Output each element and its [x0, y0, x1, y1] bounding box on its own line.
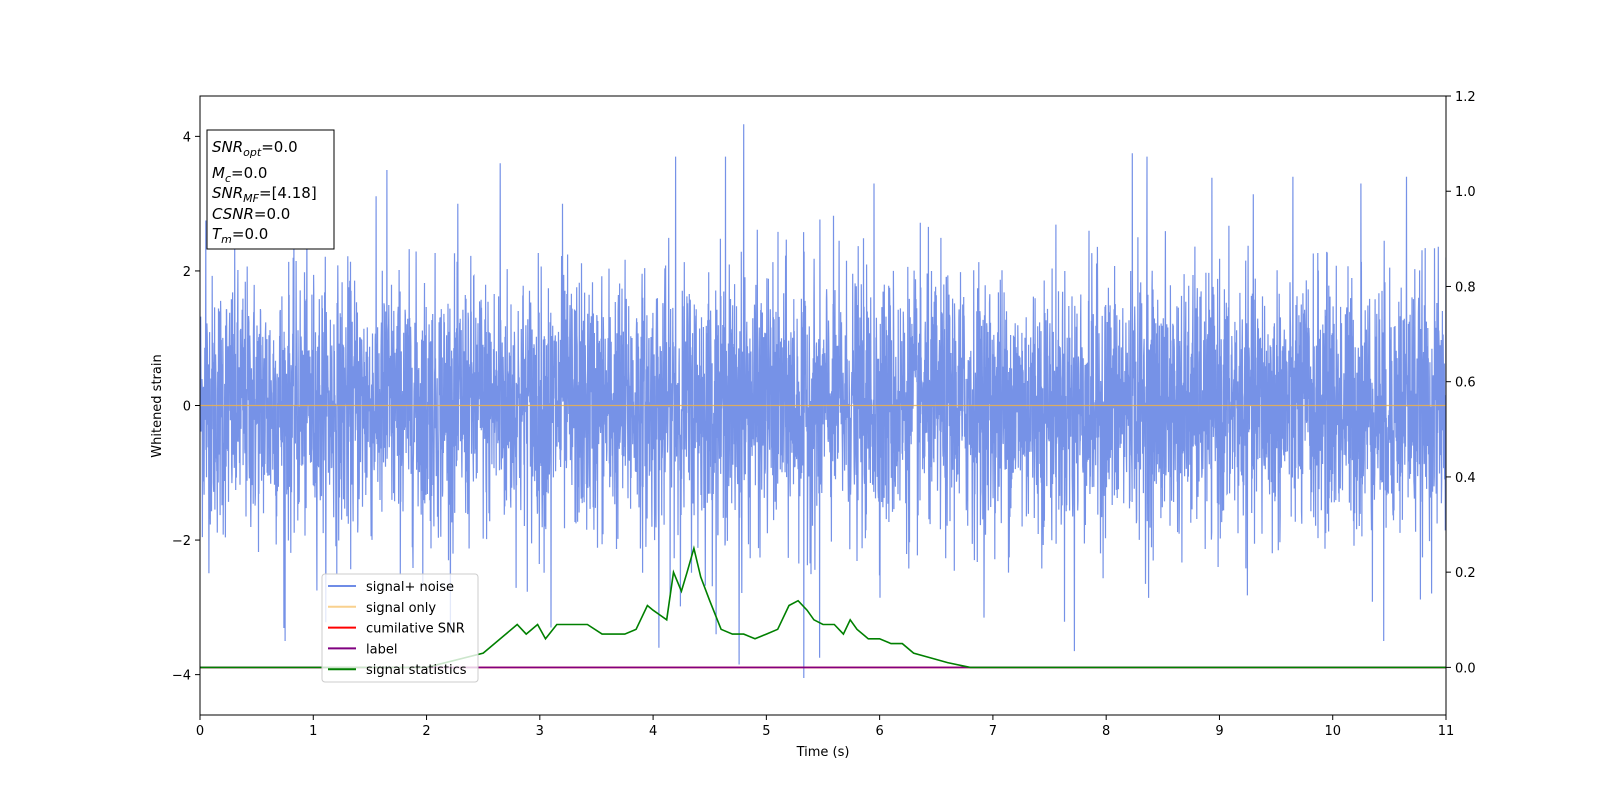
y-tick-label: 0 [183, 400, 191, 415]
x-tick-label: 11 [1438, 724, 1455, 739]
legend-entry-label: signal only [366, 601, 436, 616]
x-tick-label: 4 [649, 724, 657, 739]
annotation-line: Mc=0.0 [212, 164, 267, 185]
annotation-line: SNRopt=0.0 [212, 138, 298, 159]
y-tick-label: −2 [172, 534, 191, 549]
annotation-line: SNRMF=[4.18] [212, 184, 317, 205]
annotation-frame [206, 129, 335, 250]
x-tick-label: 8 [1102, 724, 1110, 739]
x-tick-label: 3 [536, 724, 544, 739]
legend: signal+ noise signal only cumilative SNR la… [321, 573, 479, 683]
x-tick-label: 0 [196, 724, 204, 739]
series-signal-statistics-line [200, 545, 1446, 669]
series-signal-noise-line [200, 124, 1446, 679]
legend-entry-label: label [366, 642, 397, 657]
y2-tick-label: 0.0 [1455, 661, 1476, 676]
legend-entry-label: signal statistics [366, 663, 467, 678]
y2-tick-label: 1.2 [1455, 90, 1476, 105]
annotation-line: CSNR=0.0 [212, 205, 290, 223]
y2-axis-ticks: 0.0 0.2 0.4 0.6 0.8 1.0 1.2 [1446, 90, 1476, 676]
y2-tick-label: 0.2 [1455, 566, 1476, 581]
x-axis-ticks: 0 1 2 3 4 5 6 7 8 9 10 11 [196, 715, 1454, 739]
y2-tick-label: 0.4 [1455, 471, 1476, 486]
y-axis-label: Whitened strain [150, 354, 165, 457]
y-tick-label: 4 [183, 130, 191, 145]
x-axis-label: Time (s) [796, 745, 850, 760]
legend-entry-label: signal+ noise [366, 580, 454, 595]
y-tick-label: 2 [183, 265, 191, 280]
y-axis-ticks: −4 −2 0 2 4 [172, 130, 200, 684]
y2-tick-label: 1.0 [1455, 185, 1476, 200]
x-tick-label: 10 [1324, 724, 1341, 739]
legend-entry-label: cumilative SNR [366, 622, 465, 637]
y2-tick-label: 0.6 [1455, 376, 1476, 391]
y2-tick-label: 0.8 [1455, 280, 1476, 295]
x-tick-label: 5 [762, 724, 770, 739]
x-tick-label: 9 [1215, 724, 1223, 739]
x-tick-label: 6 [875, 724, 883, 739]
x-tick-label: 2 [422, 724, 430, 739]
x-tick-label: 7 [989, 724, 997, 739]
x-tick-label: 1 [309, 724, 317, 739]
legend-frame [321, 573, 479, 683]
annotation-line: Tm=0.0 [212, 225, 268, 246]
y-tick-label: −4 [172, 669, 191, 684]
